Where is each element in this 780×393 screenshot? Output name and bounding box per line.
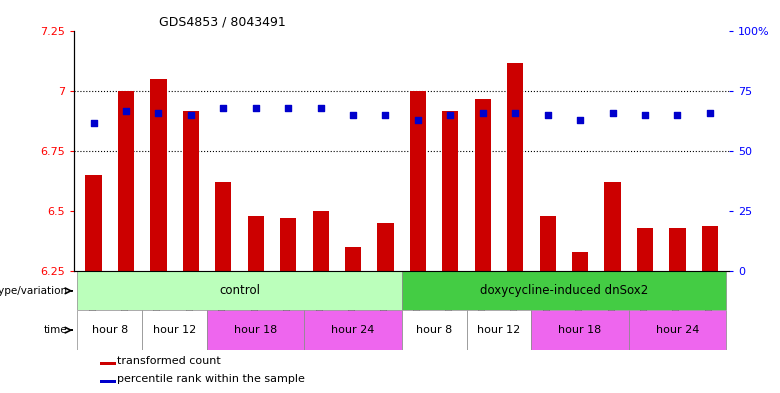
Text: hour 8: hour 8 (92, 325, 128, 335)
Bar (669, 228, 686, 271)
Text: hour 18: hour 18 (558, 325, 601, 335)
Point (606, 110, 619, 116)
Bar (402, 310, 466, 350)
Bar (604, 182, 621, 271)
Text: hour 8: hour 8 (416, 325, 452, 335)
Bar (247, 216, 264, 271)
Point (185, 112, 197, 118)
Bar (142, 310, 207, 350)
Text: GDS4853 / 8043491: GDS4853 / 8043491 (159, 16, 286, 29)
Bar (402, 271, 726, 310)
Point (671, 112, 683, 118)
Point (282, 105, 294, 111)
Bar (118, 92, 134, 271)
Bar (572, 252, 588, 271)
Point (314, 105, 327, 111)
Bar (410, 92, 426, 271)
Point (347, 112, 360, 118)
Point (574, 117, 587, 123)
Bar (629, 310, 726, 350)
Bar (77, 271, 402, 310)
Point (120, 107, 133, 114)
Point (477, 110, 489, 116)
Text: hour 24: hour 24 (332, 325, 374, 335)
Bar (215, 182, 232, 271)
Text: hour 12: hour 12 (477, 325, 520, 335)
Text: hour 12: hour 12 (153, 325, 197, 335)
Bar (345, 247, 361, 271)
Text: genotype/variation: genotype/variation (0, 286, 68, 296)
Bar (183, 110, 199, 271)
Point (152, 110, 165, 116)
Bar (475, 99, 491, 271)
Bar (77, 310, 142, 350)
Text: hour 18: hour 18 (234, 325, 278, 335)
Bar (86, 175, 101, 271)
Point (541, 112, 554, 118)
Point (444, 112, 456, 118)
Bar (101, 362, 116, 365)
Point (87, 119, 100, 126)
Bar (207, 310, 304, 350)
Bar (466, 310, 531, 350)
Text: time: time (44, 325, 68, 335)
Point (250, 105, 262, 111)
Bar (304, 310, 402, 350)
Bar (507, 62, 523, 271)
Bar (702, 226, 718, 271)
Bar (313, 211, 328, 271)
Point (704, 110, 716, 116)
Point (412, 117, 424, 123)
Point (639, 112, 651, 118)
Bar (280, 219, 296, 271)
Text: hour 24: hour 24 (656, 325, 699, 335)
Point (509, 110, 522, 116)
Text: percentile rank within the sample: percentile rank within the sample (117, 374, 304, 384)
Bar (151, 79, 167, 271)
Text: control: control (219, 284, 260, 298)
Bar (540, 216, 556, 271)
Bar (636, 228, 653, 271)
Bar (101, 380, 116, 383)
Point (379, 112, 392, 118)
Point (217, 105, 229, 111)
Bar (378, 223, 394, 271)
Bar (531, 310, 629, 350)
Text: transformed count: transformed count (117, 356, 221, 366)
Bar (442, 110, 459, 271)
Text: doxycycline-induced dnSox2: doxycycline-induced dnSox2 (480, 284, 648, 298)
